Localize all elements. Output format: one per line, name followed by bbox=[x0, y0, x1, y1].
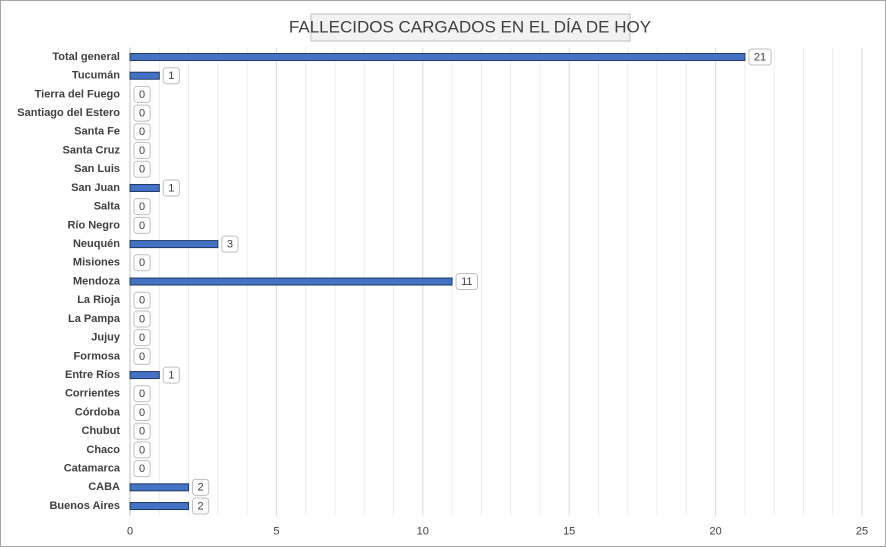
y-tick-label: Catamarca bbox=[64, 463, 121, 475]
data-label: 0 bbox=[139, 257, 145, 269]
data-label-box bbox=[162, 67, 180, 85]
data-label-box bbox=[133, 422, 151, 440]
data-label-box bbox=[133, 142, 151, 160]
data-label: 0 bbox=[139, 145, 145, 157]
data-label-box bbox=[133, 347, 151, 365]
chart-title: FALLECIDOS CARGADOS EN EL DÍA DE HOY bbox=[289, 17, 651, 36]
x-tick-label: 15 bbox=[563, 525, 575, 537]
y-tick-label: Entre Ríos bbox=[65, 369, 120, 381]
data-label-box bbox=[133, 310, 151, 328]
bar bbox=[129, 483, 190, 492]
data-label: 0 bbox=[139, 444, 145, 456]
x-tick-label: 0 bbox=[127, 525, 133, 537]
data-label-box bbox=[133, 460, 151, 478]
data-label-box bbox=[133, 291, 151, 309]
data-label: 0 bbox=[139, 201, 145, 213]
y-tick-label: Tierra del Fuego bbox=[35, 88, 121, 100]
data-label: 0 bbox=[139, 388, 145, 400]
y-tick-label: Santa Fe bbox=[74, 126, 120, 138]
data-label: 0 bbox=[139, 108, 145, 120]
data-label-box bbox=[192, 478, 210, 496]
data-label-box bbox=[133, 85, 151, 103]
data-label-box bbox=[133, 329, 151, 347]
data-label: 1 bbox=[168, 182, 174, 194]
data-label: 1 bbox=[168, 70, 174, 82]
bar bbox=[129, 183, 160, 192]
data-label: 2 bbox=[198, 482, 204, 494]
y-tick-label: Jujuy bbox=[91, 332, 121, 344]
data-label-box bbox=[133, 403, 151, 421]
data-label: 0 bbox=[139, 313, 145, 325]
x-tick-label: 10 bbox=[417, 525, 429, 537]
y-tick-label: Total general bbox=[52, 51, 120, 63]
y-tick-label: Chaco bbox=[86, 444, 120, 456]
data-label-box bbox=[162, 366, 180, 384]
data-label-box bbox=[192, 497, 210, 515]
data-label-box bbox=[133, 104, 151, 122]
y-tick-label: Formosa bbox=[74, 350, 121, 362]
x-tick-label: 5 bbox=[273, 525, 279, 537]
data-label-box bbox=[133, 254, 151, 272]
data-label-box bbox=[133, 216, 151, 234]
y-tick-label: San Juan bbox=[71, 182, 120, 194]
data-label-box bbox=[162, 179, 180, 197]
y-tick-label: La Rioja bbox=[77, 294, 121, 306]
data-label-box bbox=[221, 235, 239, 253]
data-label-box bbox=[133, 385, 151, 403]
data-label: 21 bbox=[754, 51, 766, 63]
y-tick-label: Neuquén bbox=[73, 238, 120, 250]
y-tick-label: Salta bbox=[94, 201, 121, 213]
data-label: 3 bbox=[227, 239, 233, 251]
x-tick-label: 25 bbox=[856, 525, 868, 537]
y-tick-label: Córdoba bbox=[75, 406, 121, 418]
data-label: 2 bbox=[198, 500, 204, 512]
data-label: 0 bbox=[139, 463, 145, 475]
y-tick-label: San Luis bbox=[74, 163, 120, 175]
data-label-box bbox=[133, 160, 151, 178]
data-label: 0 bbox=[139, 295, 145, 307]
y-tick-label: Misiones bbox=[73, 257, 120, 269]
y-tick-label: Santiago del Estero bbox=[17, 107, 120, 119]
data-label: 0 bbox=[139, 126, 145, 138]
bar bbox=[129, 371, 160, 380]
data-label: 1 bbox=[168, 369, 174, 381]
bar bbox=[129, 277, 453, 286]
y-tick-label: Chubut bbox=[82, 425, 121, 437]
data-label: 0 bbox=[139, 407, 145, 419]
y-tick-label: La Pampa bbox=[68, 313, 121, 325]
y-tick-label: Tucumán bbox=[72, 70, 120, 82]
data-label: 11 bbox=[461, 276, 472, 288]
bar bbox=[129, 502, 190, 511]
data-label: 0 bbox=[139, 89, 145, 101]
bar bbox=[129, 240, 219, 249]
bar bbox=[129, 53, 746, 61]
data-label: 0 bbox=[139, 351, 145, 363]
y-tick-label: Buenos Aires bbox=[49, 500, 120, 512]
y-tick-label: Río Negro bbox=[67, 219, 120, 231]
bar bbox=[129, 71, 160, 80]
data-label: 0 bbox=[139, 426, 145, 438]
data-label-box bbox=[748, 48, 772, 66]
y-tick-label: Santa Cruz bbox=[63, 144, 121, 156]
data-label: 0 bbox=[139, 164, 145, 176]
y-tick-label: Corrientes bbox=[65, 388, 120, 400]
data-label: 0 bbox=[139, 220, 145, 232]
data-label-box bbox=[133, 198, 151, 216]
data-label-box bbox=[133, 123, 151, 141]
data-label: 0 bbox=[139, 332, 145, 344]
x-tick-label: 20 bbox=[709, 525, 721, 537]
data-label-box bbox=[133, 441, 151, 459]
title-box bbox=[310, 13, 631, 42]
data-label-box bbox=[455, 273, 479, 291]
y-tick-label: Mendoza bbox=[73, 275, 121, 287]
y-tick-label: CABA bbox=[88, 481, 120, 493]
